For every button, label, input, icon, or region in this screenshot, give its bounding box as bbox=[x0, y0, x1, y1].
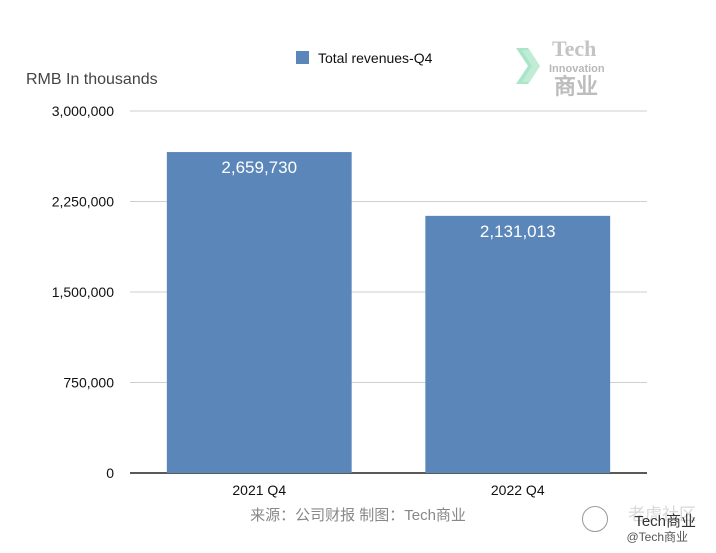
legend-label: Total revenues-Q4 bbox=[318, 50, 433, 66]
y-tick-label: 750,000 bbox=[63, 375, 114, 391]
logo-chevron-icon: Tech Innovation 商业 bbox=[516, 36, 605, 99]
watermark-handle: @Tech商业 bbox=[626, 530, 688, 544]
legend: Total revenues-Q4 bbox=[296, 50, 433, 66]
tech-logo: Tech Innovation 商业 bbox=[512, 36, 622, 100]
x-tick-label: 2022 Q4 bbox=[491, 482, 545, 498]
bar-data-label: 2,131,013 bbox=[480, 222, 556, 241]
legend-swatch bbox=[296, 51, 309, 64]
logo-text-cn: 商业 bbox=[554, 74, 598, 99]
x-tick-label: 2021 Q4 bbox=[232, 482, 286, 498]
bar-data-label: 2,659,730 bbox=[221, 158, 297, 177]
logo-text-innovation: Innovation bbox=[549, 63, 605, 75]
bar bbox=[425, 215, 611, 473]
watermark: 老虎社区 Tech商业 @Tech商业 bbox=[582, 500, 702, 544]
bars: 2,659,730 2,131,013 bbox=[166, 152, 611, 473]
source-caption: 来源：公司财报 制图：Tech商业 bbox=[250, 507, 466, 524]
y-tick-label: 2,250,000 bbox=[52, 194, 114, 210]
wechat-icon bbox=[582, 506, 608, 532]
logo-text-tech: Tech bbox=[552, 36, 596, 61]
y-tick-label: 3,000,000 bbox=[52, 103, 114, 119]
x-tick-labels: 2021 Q4 2022 Q4 bbox=[232, 482, 544, 498]
y-tick-labels: 0 750,000 1,500,000 2,250,000 3,000,000 bbox=[52, 103, 115, 481]
bar bbox=[166, 152, 352, 473]
watermark-brand: Tech商业 bbox=[634, 513, 696, 530]
y-tick-label: 0 bbox=[106, 465, 114, 481]
y-tick-label: 1,500,000 bbox=[52, 284, 114, 300]
watermark-community: 老虎社区 bbox=[628, 505, 696, 524]
y-axis-title: RMB In thousands bbox=[26, 71, 158, 88]
